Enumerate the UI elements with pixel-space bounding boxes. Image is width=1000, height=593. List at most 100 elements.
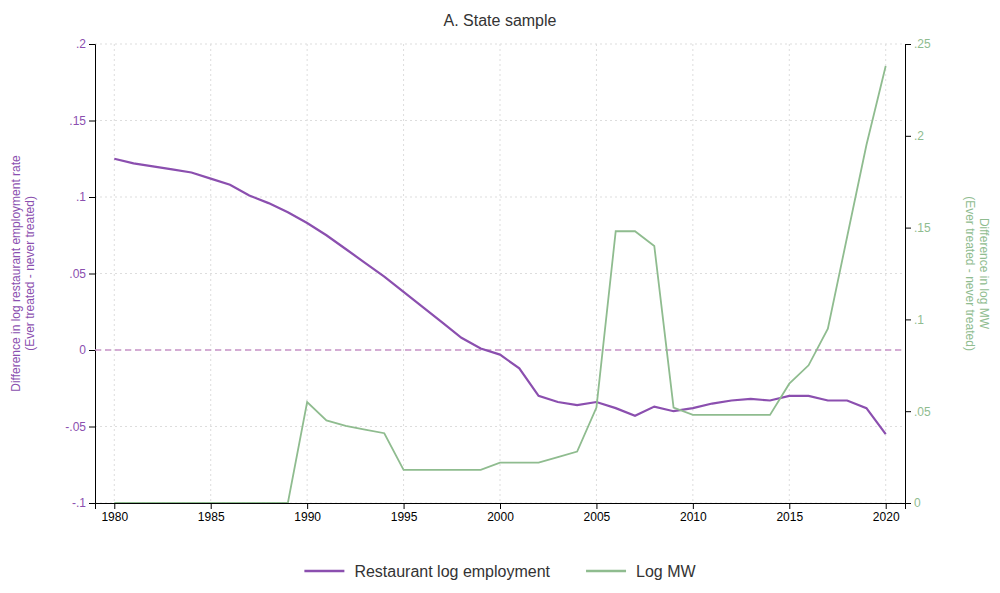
y-tick-label: .15 [69, 114, 86, 128]
y2-tick: .15 [905, 221, 931, 235]
y2-tick: .2 [905, 129, 924, 143]
grid-line-x [210, 44, 211, 503]
y-axis: -.1 -.05 0 .05 .1 .15 .2 [65, 37, 95, 510]
grid-line-x [403, 44, 404, 503]
x-tick: 1995 [391, 503, 418, 524]
x-tick: 2000 [487, 503, 514, 524]
x-tick-label: 2005 [584, 510, 611, 524]
x-tick-label: 1985 [198, 510, 225, 524]
chart: 198019851990199520002005201020152020-.1-… [0, 0, 1000, 593]
y-tick: .05 [69, 267, 95, 281]
x-tick: 1980 [101, 503, 128, 524]
y2-tick-label: .15 [914, 221, 931, 235]
title: A. State sample [444, 12, 557, 29]
grid-line-y [95, 350, 905, 351]
y2-tick-label: .05 [914, 405, 931, 419]
legend-label: Restaurant log employment [354, 563, 550, 580]
y2-tick-label: .1 [914, 313, 924, 327]
y2-tick-mark [905, 136, 911, 137]
y2-tick-label: .25 [914, 37, 931, 51]
x-tick: 1990 [294, 503, 321, 524]
legend-item: Restaurant log employment [304, 563, 550, 580]
x-tick-mark [886, 503, 887, 509]
legend-swatch [304, 570, 344, 573]
y-tick: .1 [76, 190, 95, 204]
series-line [114, 66, 885, 503]
x-tick-mark [307, 503, 308, 509]
y-tick-label: -.05 [65, 420, 86, 434]
x-axis: 1980 1985 1990 1995 2000 2005 2010 2015 2020 [96, 503, 906, 524]
x-tick: 2010 [680, 503, 707, 524]
y-tick-mark [89, 274, 95, 275]
x-tick-mark [789, 503, 790, 509]
x-tick: 2005 [584, 503, 611, 524]
x-tick-label: 1990 [294, 510, 321, 524]
y-axis-line [89, 45, 96, 504]
series-line [114, 159, 885, 434]
y2-tick: 0 [905, 496, 921, 510]
y-tick: .15 [69, 114, 95, 128]
y2-tick-mark [905, 228, 911, 229]
x-tick-mark [114, 503, 115, 509]
y-tick-label: -.1 [72, 496, 86, 510]
y-tick-mark [89, 44, 95, 45]
x-axis-line [96, 504, 906, 510]
legend-item: Log MW [586, 563, 696, 580]
y2-tick: .1 [905, 313, 924, 327]
y2-tick-label: .2 [914, 129, 924, 143]
y-tick-mark [89, 427, 95, 428]
y2-axis-title: Difference in log MW(Ever treated - neve… [963, 196, 991, 351]
x-tick-mark [500, 503, 501, 509]
x-tick-label: 1980 [101, 510, 128, 524]
y2-tick: .25 [905, 37, 931, 51]
y2-axis: 0 .05 .1 .15 .2 .25 [905, 37, 931, 510]
y-axis-title: Difference in log restaurant employment … [9, 155, 37, 392]
x-tick: 2015 [776, 503, 803, 524]
grid-line-x [596, 44, 597, 503]
y2-tick: .05 [905, 405, 931, 419]
grid [95, 44, 905, 503]
x-tick-label: 2010 [680, 510, 707, 524]
grid-line-x [307, 44, 308, 503]
y-tick-label: 0 [79, 343, 86, 357]
y2-tick-mark [905, 319, 911, 320]
x-tick-label: 2015 [776, 510, 803, 524]
marks [95, 66, 905, 503]
grid-line-y [95, 273, 905, 274]
y-tick-label: .1 [76, 190, 86, 204]
grid-line-x [692, 44, 693, 503]
y2-tick-mark [905, 503, 911, 504]
y-tick-mark [89, 350, 95, 351]
y-tick-mark [89, 503, 95, 504]
x-tick-mark [693, 503, 694, 509]
y-tick: .2 [76, 37, 95, 51]
y-tick: 0 [79, 343, 95, 357]
y2-tick-mark [905, 44, 911, 45]
x-tick: 1985 [198, 503, 225, 524]
grid-line-x [789, 44, 790, 503]
legend-swatch [586, 570, 626, 573]
reference-line [95, 349, 905, 351]
x-tick-mark [211, 503, 212, 509]
grid-line-y [95, 197, 905, 198]
x-tick-mark [596, 503, 597, 509]
y2-tick-mark [905, 411, 911, 412]
legend: Restaurant log employment Log MW [304, 563, 696, 580]
x-tick-label: 2020 [873, 510, 900, 524]
grid-line-x [500, 44, 501, 503]
y-tick: -.05 [65, 420, 95, 434]
y-tick-label: .2 [76, 37, 86, 51]
x-tick-mark [404, 503, 405, 509]
y2-tick-label: 0 [914, 496, 921, 510]
legend-label: Log MW [636, 563, 696, 580]
plot: 198019851990199520002005201020152020-.1-… [65, 37, 931, 523]
y-tick: -.1 [72, 496, 95, 510]
y-tick-label: .05 [69, 267, 86, 281]
y-tick-mark [89, 121, 95, 122]
x-tick: 2020 [873, 503, 900, 524]
y2-axis-line [906, 45, 912, 504]
x-tick-label: 1995 [391, 510, 418, 524]
grid-line-y [95, 426, 905, 427]
x-tick-label: 2000 [487, 510, 514, 524]
y-tick-mark [89, 197, 95, 198]
